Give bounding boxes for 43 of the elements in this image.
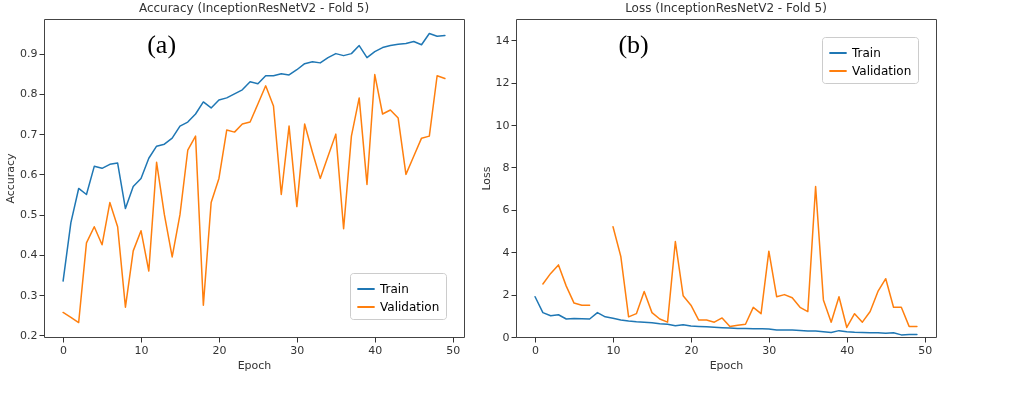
x-tick-label: 50 [446, 343, 461, 357]
x-tick-label: 50 [918, 343, 933, 357]
y-tick-label: 0.9 [20, 47, 38, 61]
x-axis-title: Epoch [709, 358, 744, 372]
y-tick-label: 0.5 [20, 208, 38, 222]
y-axis-title: Loss [479, 166, 493, 191]
line-series [62, 73, 446, 324]
y-tick-label: 2 [502, 288, 510, 302]
line-series [534, 295, 918, 336]
x-tick-label: 0 [60, 343, 68, 357]
y-tick-label: 0.2 [20, 328, 38, 342]
y-tick-label: 10 [495, 118, 510, 132]
chart-title: Accuracy (InceptionResNetV2 - Fold 5) [138, 1, 370, 15]
x-tick-label: 30 [762, 343, 777, 357]
y-tick-label: 0.6 [20, 167, 38, 181]
annotation: (b) [618, 30, 649, 59]
annotation: (a) [147, 30, 177, 59]
y-tick-label: 4 [502, 245, 510, 259]
legend-label: Train [851, 46, 881, 60]
legend-label: Train [379, 282, 409, 296]
x-tick-label: 20 [684, 343, 699, 357]
y-tick-label: 0.7 [20, 127, 38, 141]
chart-title: Loss (InceptionResNetV2 - Fold 5) [625, 1, 827, 15]
y-tick-label: 0.3 [20, 288, 38, 302]
y-axis-title: Accuracy [4, 152, 18, 204]
y-tick-label: 0 [502, 330, 510, 344]
x-tick-label: 40 [840, 343, 855, 357]
x-tick-label: 10 [606, 343, 621, 357]
y-tick-label: 12 [495, 76, 510, 90]
x-tick-label: 30 [290, 343, 305, 357]
y-tick-label: 0.8 [20, 87, 38, 101]
y-tick-label: 6 [502, 203, 510, 217]
x-tick-label: 0 [532, 343, 540, 357]
x-tick-label: 10 [134, 343, 149, 357]
y-tick-label: 0.4 [20, 248, 38, 262]
legend-label: Validation [380, 300, 440, 314]
x-tick-label: 40 [368, 343, 383, 357]
line-series [62, 32, 446, 282]
y-tick-label: 8 [502, 160, 510, 174]
y-tick-label: 14 [495, 33, 510, 47]
legend-label: Validation [852, 64, 912, 78]
x-tick-label: 20 [212, 343, 227, 357]
x-axis-title: Epoch [237, 358, 272, 372]
